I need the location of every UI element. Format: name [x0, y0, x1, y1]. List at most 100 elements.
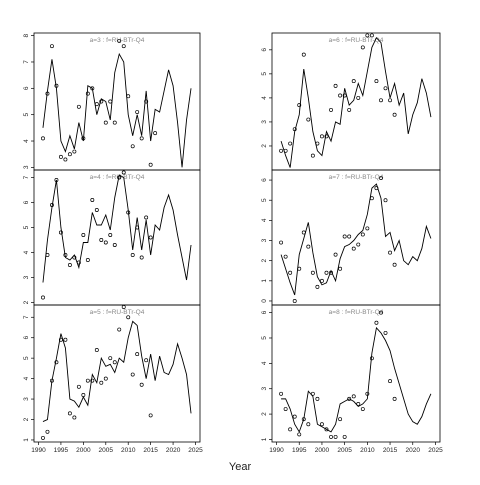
y-tick-label: 4 — [23, 376, 30, 380]
y-tick-label: 3 — [261, 120, 268, 124]
fitted-line — [280, 37, 432, 168]
y-tick-label: 6 — [23, 336, 30, 340]
observed-point — [148, 235, 153, 240]
observed-point — [310, 391, 315, 396]
observed-point — [81, 393, 86, 397]
observed-point — [288, 427, 293, 432]
panel-title: a=4 : f=RU-BTr-Q4 — [90, 174, 145, 181]
panel-frame — [33, 304, 201, 443]
observed-point — [130, 372, 135, 377]
observed-point — [108, 233, 113, 237]
observed-point — [388, 379, 393, 384]
observed-point — [45, 91, 50, 96]
observed-point — [342, 234, 347, 239]
observed-point — [392, 396, 397, 401]
y-tick-label: 2 — [23, 417, 30, 421]
observed-point — [342, 93, 347, 98]
observed-point — [329, 270, 333, 275]
observed-point — [374, 320, 379, 325]
observed-point — [72, 255, 77, 260]
x-tick-label: 1990 — [269, 447, 284, 454]
observed-point — [121, 170, 126, 175]
observed-point — [288, 270, 293, 275]
observed-point — [49, 203, 54, 207]
observed-point — [99, 99, 104, 104]
observed-point — [117, 327, 122, 332]
y-tick-label: 7 — [23, 175, 30, 179]
observed-point — [351, 246, 356, 251]
y-tick-label: 5 — [261, 198, 268, 202]
observed-point — [63, 337, 68, 342]
observed-point — [306, 117, 311, 122]
observed-point — [72, 415, 77, 420]
y-tick-label: 2 — [261, 258, 268, 262]
observed-point — [85, 378, 90, 383]
observed-point — [392, 112, 397, 117]
observed-point — [347, 234, 352, 239]
observed-point — [279, 240, 284, 245]
observed-point — [144, 358, 149, 363]
observed-point — [139, 255, 144, 260]
observed-point — [369, 356, 374, 361]
observed-point — [379, 176, 383, 181]
observed-point — [103, 120, 108, 125]
observed-point — [94, 102, 99, 107]
fitted-line — [42, 174, 192, 283]
observed-point — [54, 178, 59, 182]
observed-point — [379, 98, 383, 103]
observed-point — [369, 33, 374, 38]
observed-point — [76, 104, 81, 109]
observed-point — [333, 83, 338, 88]
y-tick-label: 0 — [261, 299, 268, 303]
x-tick-label: 2020 — [166, 447, 181, 454]
observed-point — [54, 360, 59, 365]
observed-point — [297, 103, 302, 108]
y-tick-label: 4 — [23, 139, 30, 143]
observed-point — [283, 148, 288, 153]
observed-point — [301, 417, 306, 422]
y-tick-label: 8 — [23, 33, 30, 37]
y-tick-label: 5 — [261, 336, 268, 340]
observed-point — [121, 44, 126, 49]
observed-point — [121, 305, 126, 309]
observed-point — [356, 401, 361, 406]
observed-point — [283, 254, 288, 259]
y-tick-label: 2 — [23, 300, 30, 304]
y-tick-label: 5 — [23, 356, 30, 360]
observed-point — [90, 378, 95, 383]
y-tick-label: 6 — [23, 86, 30, 90]
observed-point — [112, 120, 117, 125]
observed-point — [81, 136, 86, 141]
observed-point — [306, 244, 311, 249]
x-axis-label: Year — [229, 461, 252, 473]
observed-point — [67, 263, 72, 267]
observed-point — [388, 98, 393, 103]
observed-point — [76, 384, 81, 389]
x-tick-label: 2010 — [360, 447, 375, 454]
observed-point — [135, 352, 140, 357]
observed-point — [383, 86, 388, 91]
observed-point — [130, 144, 135, 149]
observed-point — [58, 154, 63, 159]
x-tick-label: 2000 — [76, 447, 91, 454]
x-tick-label: 2005 — [337, 447, 352, 454]
observed-point — [306, 422, 311, 427]
observed-point — [292, 414, 297, 419]
panel-title: a=8 : f=RU-BTr-Q4 — [329, 309, 384, 316]
observed-point — [58, 230, 63, 235]
observed-point — [315, 284, 320, 289]
observed-point — [392, 262, 397, 267]
y-tick-label: 3 — [261, 238, 268, 242]
observed-point — [324, 427, 329, 432]
observed-point — [351, 394, 356, 399]
observed-point — [76, 260, 81, 265]
observed-point — [90, 86, 95, 91]
observed-point — [379, 310, 383, 315]
panel-frame — [271, 304, 441, 443]
y-tick-label: 6 — [261, 310, 268, 314]
y-tick-label: 5 — [261, 72, 268, 76]
observed-point — [99, 238, 104, 242]
observed-point — [365, 391, 370, 396]
observed-point — [329, 434, 333, 439]
